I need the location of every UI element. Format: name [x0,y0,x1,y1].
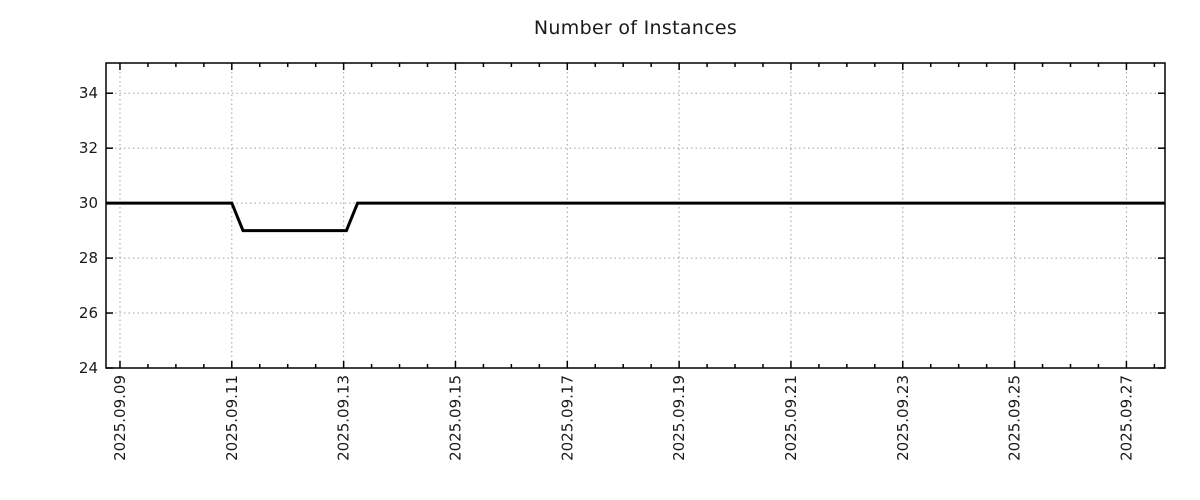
series-line-instances [106,201,1165,233]
x-tick-label: 2025.09.23 [894,375,912,461]
chart-title: Number of Instances [533,17,738,39]
y-tick-label: 34 [79,84,98,102]
y-tick-label: 24 [79,359,98,377]
x-tick-label: 2025.09.25 [1006,375,1024,461]
plot-border [105,62,1166,369]
x-tick-label: 2025.09.17 [558,375,576,461]
x-tick-label: 2025.09.09 [111,375,129,461]
y-tick-label: 28 [79,249,98,267]
x-tick-label: 2025.09.13 [335,375,353,461]
x-tick-label: 2025.09.11 [223,375,241,461]
y-tick-label: 26 [79,304,98,322]
x-tick-label: 2025.09.19 [670,375,688,461]
y-tick-label: 30 [79,194,98,212]
x-tick-label: 2025.09.27 [1117,375,1135,461]
x-tick-label: 2025.09.21 [782,375,800,461]
y-tick-label: 32 [79,139,98,157]
x-tick-label: 2025.09.15 [446,375,464,461]
